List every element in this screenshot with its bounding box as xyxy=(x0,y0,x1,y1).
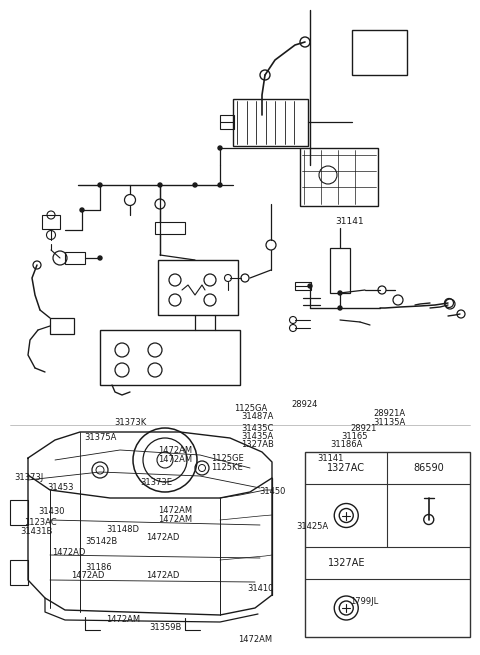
Text: 31410: 31410 xyxy=(248,584,274,593)
Text: 31135A: 31135A xyxy=(373,418,406,427)
Text: 1472AD: 1472AD xyxy=(52,548,85,557)
Circle shape xyxy=(193,183,197,187)
Text: 31435A: 31435A xyxy=(241,432,274,441)
Circle shape xyxy=(98,256,102,260)
Text: 1472AM: 1472AM xyxy=(158,446,192,455)
Text: 1472AD: 1472AD xyxy=(71,571,105,580)
Text: 1472AM: 1472AM xyxy=(238,635,272,645)
Bar xyxy=(42,215,60,229)
Circle shape xyxy=(80,208,84,212)
Text: 1125GA: 1125GA xyxy=(234,403,267,413)
Text: 31186A: 31186A xyxy=(330,440,362,449)
Text: 31431B: 31431B xyxy=(20,527,52,536)
Text: 1125GE: 1125GE xyxy=(211,454,244,463)
Text: 31165: 31165 xyxy=(341,432,367,441)
Bar xyxy=(352,30,407,75)
Text: 1327AE: 1327AE xyxy=(327,558,365,568)
Text: 1327AB: 1327AB xyxy=(241,440,274,449)
Circle shape xyxy=(218,183,222,187)
Text: 28924: 28924 xyxy=(292,400,318,409)
Bar xyxy=(300,148,378,206)
Text: 31435C: 31435C xyxy=(241,424,274,433)
Bar xyxy=(295,282,311,290)
Text: 31453: 31453 xyxy=(47,483,73,493)
Bar xyxy=(10,560,28,585)
Text: 31425A: 31425A xyxy=(297,522,329,531)
Text: 1327AC: 1327AC xyxy=(327,463,365,473)
Circle shape xyxy=(98,183,102,187)
Bar xyxy=(220,115,234,129)
Text: 1472AD: 1472AD xyxy=(146,571,180,580)
Text: 28921: 28921 xyxy=(350,424,377,433)
Bar xyxy=(305,452,470,637)
Text: 31148D: 31148D xyxy=(107,525,140,534)
Text: 31141: 31141 xyxy=(335,217,364,227)
Text: 28921A: 28921A xyxy=(373,409,406,419)
Bar xyxy=(155,222,185,234)
Circle shape xyxy=(308,284,312,288)
Text: 31430: 31430 xyxy=(38,507,65,516)
Circle shape xyxy=(158,183,162,187)
Text: 86590: 86590 xyxy=(413,463,444,473)
Text: 1472AM: 1472AM xyxy=(158,515,192,524)
Text: 31373J: 31373J xyxy=(14,473,44,482)
Text: 31373E: 31373E xyxy=(140,477,172,487)
Text: 31359B: 31359B xyxy=(149,623,181,632)
Bar xyxy=(65,252,85,264)
Text: 1123AC: 1123AC xyxy=(24,518,57,527)
Text: 1472AD: 1472AD xyxy=(146,533,180,542)
Text: 31141: 31141 xyxy=(317,454,343,463)
Text: 1472AM: 1472AM xyxy=(158,506,192,515)
Circle shape xyxy=(338,291,342,295)
Text: 1472AM: 1472AM xyxy=(158,455,192,464)
Text: 1125KE: 1125KE xyxy=(211,462,243,472)
Bar xyxy=(158,260,238,315)
Bar xyxy=(10,500,28,525)
Text: 31186: 31186 xyxy=(85,563,112,572)
Circle shape xyxy=(338,306,342,310)
Bar xyxy=(330,248,350,293)
Bar xyxy=(100,330,240,385)
Text: 31450: 31450 xyxy=(259,487,286,496)
Text: 31373K: 31373K xyxy=(114,418,146,427)
Text: 35142B: 35142B xyxy=(85,536,118,546)
Text: 31375A: 31375A xyxy=(84,433,116,442)
Circle shape xyxy=(218,146,222,150)
Bar xyxy=(50,318,74,334)
Text: 1472AM: 1472AM xyxy=(106,615,140,624)
Bar xyxy=(233,99,308,146)
Text: 31487A: 31487A xyxy=(241,412,274,421)
Text: 1799JL: 1799JL xyxy=(350,597,379,607)
